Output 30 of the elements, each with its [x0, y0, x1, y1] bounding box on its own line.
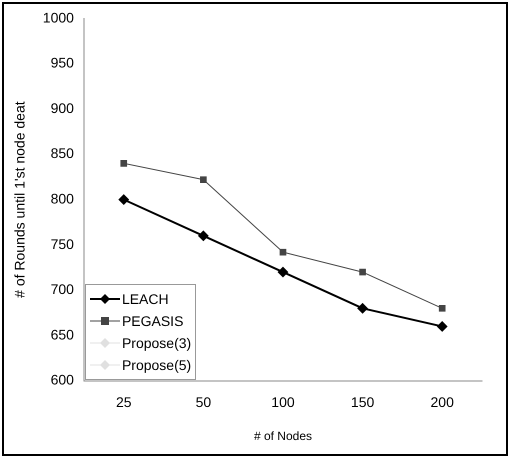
y-tick-label: 750 [50, 236, 74, 252]
y-tick-label: 600 [50, 372, 74, 388]
legend-label: Propose(3) [122, 334, 192, 351]
x-tick-label: 200 [430, 394, 454, 410]
y-axis-title: # of Rounds until 1'st node deat [11, 101, 28, 298]
point [118, 194, 129, 205]
x-tick-label: 150 [350, 394, 374, 410]
point [200, 176, 207, 183]
point [438, 304, 446, 312]
point [198, 230, 208, 241]
y-tick-label: 950 [50, 54, 74, 71]
point [278, 267, 288, 278]
point [437, 321, 448, 332]
y-tick-label: 900 [50, 100, 74, 116]
point [280, 248, 286, 256]
x-axis-title: # of Nodes [254, 429, 312, 444]
x-tick-label: 25 [116, 394, 132, 410]
x-tick-label: 100 [271, 394, 295, 410]
y-tick-label: 650 [50, 326, 74, 342]
legend-label: PEGASIS [122, 312, 184, 329]
legend-label: LEACH [122, 290, 169, 307]
y-tick-label: 850 [50, 145, 74, 162]
point [120, 160, 128, 167]
y-tick-label: 700 [50, 281, 74, 298]
point [358, 303, 368, 314]
y-tick-label: 1000 [42, 9, 74, 26]
y-tick-label: 800 [50, 190, 74, 206]
x-tick-label: 50 [196, 394, 212, 410]
point [359, 268, 366, 276]
legend-label: Propose(5) [122, 356, 192, 373]
